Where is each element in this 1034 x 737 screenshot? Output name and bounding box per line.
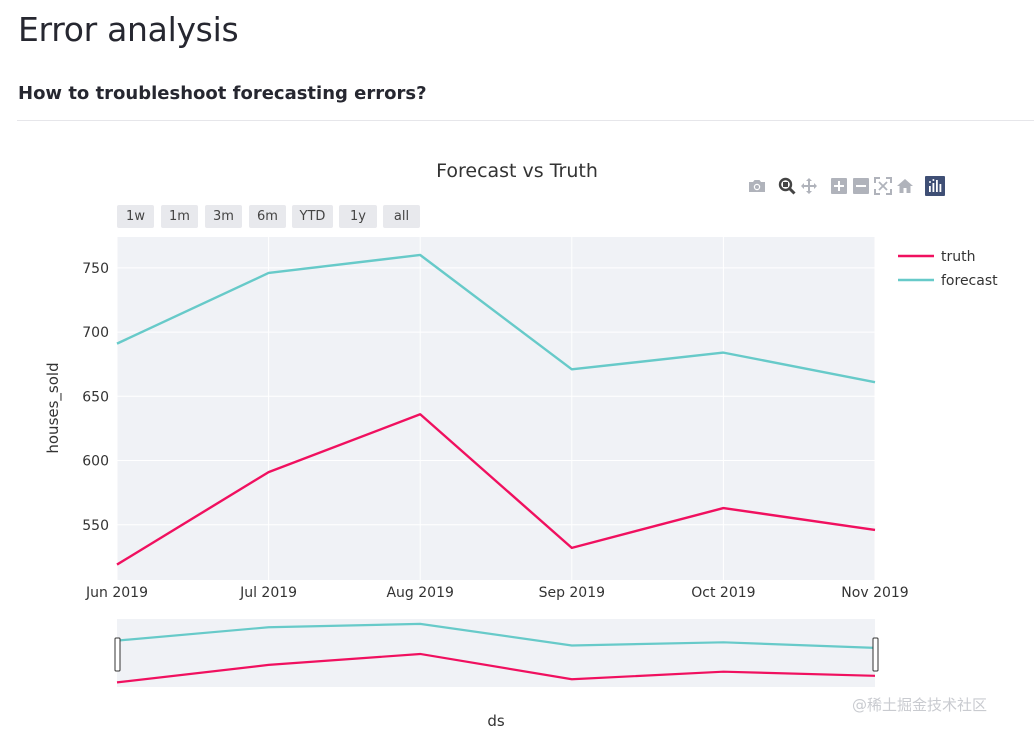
series-line-truth[interactable] xyxy=(116,413,876,566)
page-title: Error analysis xyxy=(18,10,239,49)
zoom-out-icon[interactable] xyxy=(850,175,872,197)
page-subtitle: How to troubleshoot forecasting errors? xyxy=(18,83,427,104)
reset-axes-icon[interactable] xyxy=(894,175,916,197)
range-button-1w[interactable]: 1w xyxy=(117,205,154,228)
legend-label-forecast: forecast xyxy=(941,273,998,289)
range-button-3m[interactable]: 3m xyxy=(205,205,242,228)
x-tick-label: Jul 2019 xyxy=(239,585,297,601)
rangeslider-handle-right[interactable] xyxy=(872,637,879,672)
rangeslider-background[interactable] xyxy=(117,619,875,687)
y-tick-label: 700 xyxy=(82,325,109,341)
y-tick-label: 750 xyxy=(82,261,109,277)
series-line-forecast[interactable] xyxy=(116,253,876,384)
rangeslider-handle-left[interactable] xyxy=(114,637,121,672)
x-tick-label: Nov 2019 xyxy=(841,585,908,601)
legend-label-truth: truth xyxy=(941,249,975,265)
chart-title: Forecast vs Truth xyxy=(436,160,598,182)
x-tick-label: Jun 2019 xyxy=(85,585,148,601)
zoom-icon[interactable] xyxy=(776,175,798,197)
range-button-ytd[interactable]: YTD xyxy=(292,205,333,228)
camera-icon[interactable] xyxy=(746,175,768,197)
y-tick-label: 600 xyxy=(82,454,109,470)
autoscale-icon[interactable] xyxy=(872,175,894,197)
plot-modebar xyxy=(746,175,946,197)
rangeslider-line-forecast xyxy=(116,622,876,649)
watermark-text: @稀土掘金技术社区 xyxy=(852,696,988,714)
range-button-6m[interactable]: 6m xyxy=(249,205,286,228)
range-button-all[interactable]: all xyxy=(383,205,420,228)
y-tick-label: 650 xyxy=(82,389,109,405)
range-button-1m[interactable]: 1m xyxy=(161,205,198,228)
rangeslider-line-truth xyxy=(116,652,876,684)
x-tick-label: Oct 2019 xyxy=(691,585,755,601)
y-tick-label: 550 xyxy=(82,518,109,534)
range-button-1y[interactable]: 1y xyxy=(339,205,377,228)
divider xyxy=(17,120,1034,121)
y-axis-label: houses_sold xyxy=(44,362,63,453)
x-tick-label: Aug 2019 xyxy=(386,585,453,601)
zoom-in-icon[interactable] xyxy=(828,175,850,197)
plotly-logo-icon[interactable] xyxy=(924,175,946,197)
x-tick-label: Sep 2019 xyxy=(539,585,605,601)
pan-icon[interactable] xyxy=(798,175,820,197)
plot-area[interactable] xyxy=(117,237,875,580)
x-axis-label: ds xyxy=(487,712,505,730)
